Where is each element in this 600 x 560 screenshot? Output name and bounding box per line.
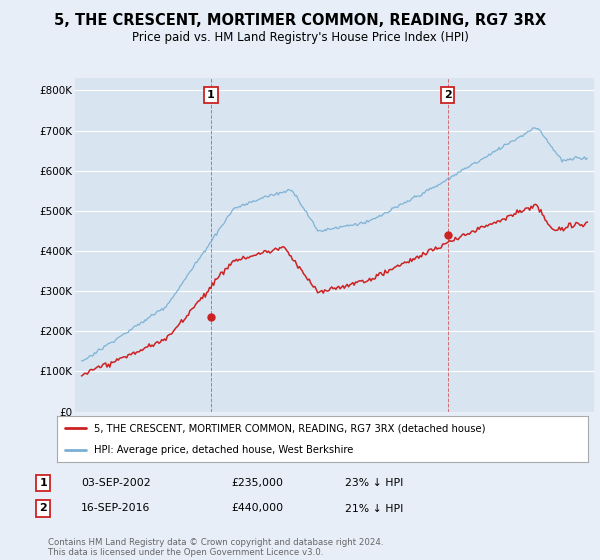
Text: 23% ↓ HPI: 23% ↓ HPI (345, 478, 403, 488)
Text: 1: 1 (40, 478, 47, 488)
Text: HPI: Average price, detached house, West Berkshire: HPI: Average price, detached house, West… (94, 445, 353, 455)
Text: 5, THE CRESCENT, MORTIMER COMMON, READING, RG7 3RX: 5, THE CRESCENT, MORTIMER COMMON, READIN… (54, 13, 546, 29)
Text: 16-SEP-2016: 16-SEP-2016 (81, 503, 151, 514)
Text: 03-SEP-2002: 03-SEP-2002 (81, 478, 151, 488)
Text: £235,000: £235,000 (231, 478, 283, 488)
Text: Price paid vs. HM Land Registry's House Price Index (HPI): Price paid vs. HM Land Registry's House … (131, 31, 469, 44)
Text: 1: 1 (207, 90, 215, 100)
Text: 21% ↓ HPI: 21% ↓ HPI (345, 503, 403, 514)
Text: 5, THE CRESCENT, MORTIMER COMMON, READING, RG7 3RX (detached house): 5, THE CRESCENT, MORTIMER COMMON, READIN… (94, 423, 485, 433)
Text: Contains HM Land Registry data © Crown copyright and database right 2024.
This d: Contains HM Land Registry data © Crown c… (48, 538, 383, 557)
Text: 2: 2 (40, 503, 47, 514)
Text: £440,000: £440,000 (231, 503, 283, 514)
Text: 2: 2 (443, 90, 451, 100)
